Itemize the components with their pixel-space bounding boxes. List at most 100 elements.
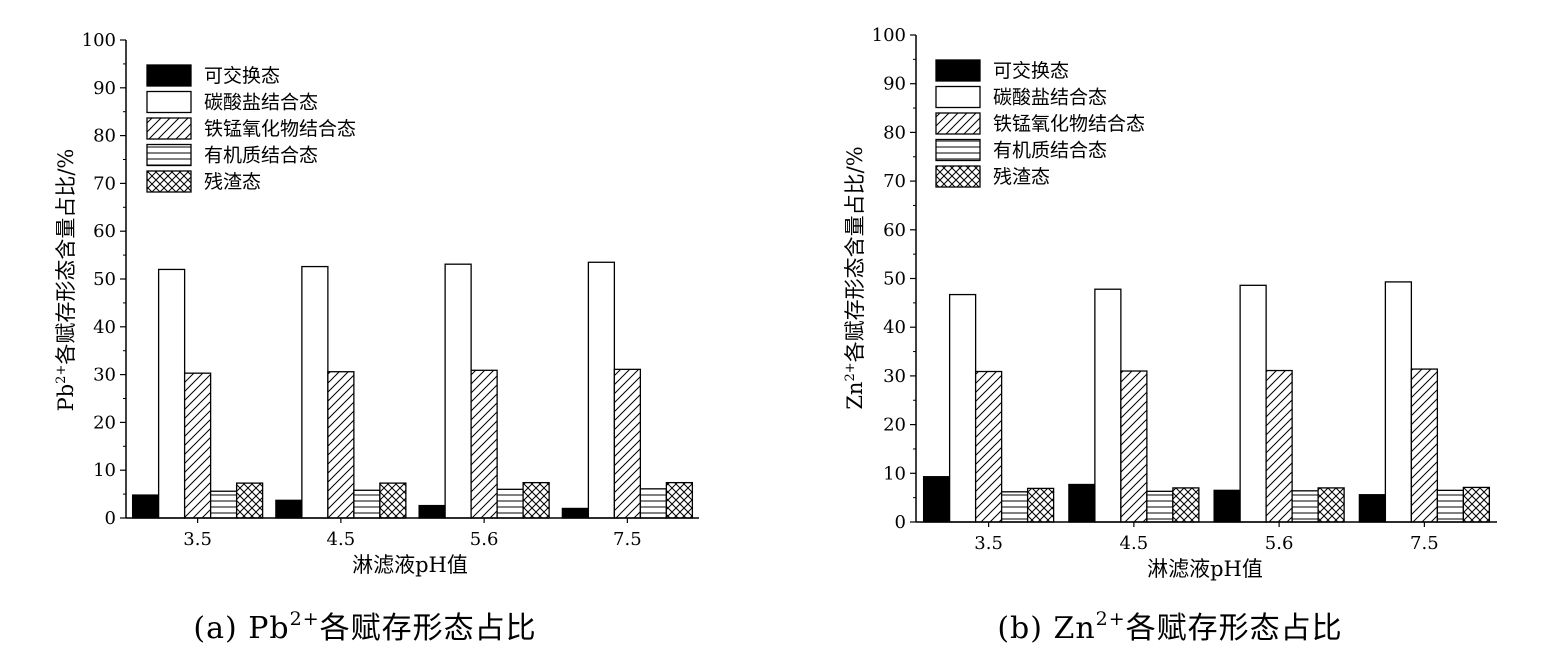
chart-b-bar-5-cat-1 bbox=[1026, 487, 1055, 523]
chart-b-bar-3-cat-2 bbox=[1120, 370, 1148, 523]
chart-b-bar-4-cat-3 bbox=[1291, 490, 1319, 523]
chart-b-bar-5-cat-2 bbox=[1172, 487, 1200, 523]
chart-b-legend-swatch-1 bbox=[935, 59, 981, 82]
chart-b-bar-2-cat-1 bbox=[948, 293, 977, 523]
chart-b-bar-1-cat-1 bbox=[922, 476, 951, 523]
chart-b-y-tick-label: 50 bbox=[883, 269, 906, 290]
chart-b-x-tick-label: 4.5 bbox=[1120, 533, 1149, 554]
chart-a-bar-1-cat-1 bbox=[131, 494, 160, 519]
chart-a-legend-swatch-4 bbox=[146, 143, 192, 167]
chart-b-bar-5-cat-4 bbox=[1462, 486, 1491, 523]
chart-b-legend-label-3: 铁锰氧化物结合态 bbox=[993, 113, 1145, 135]
chart-b-bar-3-cat-1 bbox=[974, 370, 1003, 523]
chart-b-legend-swatch-5 bbox=[935, 165, 981, 188]
chart-a-bar-5-cat-4 bbox=[665, 481, 694, 519]
chart-b-bar-1-cat-2 bbox=[1068, 483, 1096, 523]
chart-a-y-tick-label: 90 bbox=[93, 78, 116, 99]
chart-b-bar-3-cat-4 bbox=[1410, 368, 1439, 523]
chart-b-bar-2-cat-2 bbox=[1094, 288, 1122, 523]
chart-b-x-tick-label: 3.5 bbox=[974, 533, 1003, 554]
chart-a-bar-2-cat-2 bbox=[301, 265, 329, 519]
chart-a-legend-label-4: 有机质结合态 bbox=[204, 145, 318, 167]
chart-b-y-tick-label: 100 bbox=[872, 25, 906, 46]
chart-b-bar-3-cat-3 bbox=[1265, 369, 1293, 523]
chart-a-bar-2-cat-3 bbox=[444, 263, 472, 519]
chart-a-bar-1-cat-2 bbox=[275, 499, 303, 519]
chart-b-y-tick-label: 90 bbox=[883, 74, 906, 95]
chart-a-legend-swatch-2 bbox=[146, 90, 192, 114]
chart-a-y-tick-label: 20 bbox=[93, 412, 116, 433]
chart-a-bar-3-cat-3 bbox=[470, 369, 498, 519]
chart-b-y-tick-label: 20 bbox=[883, 415, 906, 436]
chart-a-legend-label-3: 铁锰氧化物结合态 bbox=[204, 118, 356, 140]
chart-b-bar-5-cat-3 bbox=[1317, 487, 1345, 523]
chart-a-bar-4-cat-1 bbox=[209, 490, 238, 519]
chart-a-bar-4-cat-2 bbox=[353, 489, 381, 519]
chart-b-bar-1-cat-3 bbox=[1213, 489, 1241, 523]
chart-b-legend-label-2: 碳酸盐结合态 bbox=[993, 87, 1107, 109]
chart-b-xlabel: 淋滤液pH值 bbox=[1147, 557, 1263, 581]
chart-b-caption: (b) Zn2+各赋存形态占比 bbox=[997, 608, 1342, 646]
chart-a-legend-label-5: 残渣态 bbox=[204, 171, 261, 193]
chart-a-bar-5-cat-1 bbox=[235, 482, 264, 519]
chart-a-ylabel: Pb2+各赋存形态含量占比/% bbox=[54, 149, 78, 412]
chart-a-y-tick-label: 40 bbox=[93, 317, 116, 338]
chart-a-xlabel: 淋滤液pH值 bbox=[352, 553, 468, 577]
chart-a-x-tick-label: 3.5 bbox=[183, 529, 212, 550]
chart-a-bar-2-cat-4 bbox=[587, 261, 616, 519]
chart-b-bars bbox=[922, 281, 1491, 523]
chart-b-bar-1-cat-4 bbox=[1358, 494, 1387, 523]
chart-a: 3.5 4.5 5.6 7.5 0 10 20 30 40 50 60 70 80 90 100 可交换态碳… bbox=[54, 30, 699, 646]
chart-b-y-tick-label: 10 bbox=[883, 463, 906, 484]
chart-a-legend-swatch-5 bbox=[146, 170, 192, 193]
chart-b: 3.5 4.5 5.6 7.5 0 10 20 30 40 50 60 70 80 90 100 可交换态碳… bbox=[843, 25, 1497, 646]
chart-b-legend-swatch-2 bbox=[935, 85, 981, 109]
chart-b-bar-4-cat-2 bbox=[1146, 490, 1174, 523]
chart-a-caption: (a) Pb2+各赋存形态占比 bbox=[193, 608, 536, 646]
chart-a-x-tick-label: 4.5 bbox=[327, 529, 356, 550]
chart-b-legend-swatch-4 bbox=[935, 138, 981, 162]
chart-a-y-tick-label: 50 bbox=[93, 269, 116, 290]
chart-a-legend-swatch-1 bbox=[146, 64, 192, 87]
chart-a-legend-swatch-3 bbox=[146, 117, 192, 140]
chart-b-y-tick-label: 80 bbox=[883, 122, 906, 143]
chart-a-x-tick-label: 5.6 bbox=[470, 529, 499, 550]
chart-b-y-tick-label: 60 bbox=[883, 220, 906, 241]
chart-a-y-tick-label: 0 bbox=[105, 508, 116, 529]
chart-b-bar-2-cat-3 bbox=[1239, 284, 1267, 523]
chart-a-y-tick-label: 70 bbox=[93, 173, 116, 194]
chart-a-y-tick-label: 100 bbox=[82, 30, 116, 51]
chart-b-y-tick-label: 0 bbox=[895, 512, 906, 533]
chart-b-y-tick-label: 40 bbox=[883, 317, 906, 338]
chart-a-y-tick-label: 80 bbox=[93, 126, 116, 147]
chart-b-ylabel: Zn2+各赋存形态含量占比/% bbox=[843, 146, 867, 409]
chart-a-y-tick-label: 30 bbox=[93, 365, 116, 386]
chart-b-legend-swatch-3 bbox=[935, 112, 981, 135]
chart-a-bar-3-cat-1 bbox=[183, 372, 212, 519]
chart-a-bar-5-cat-2 bbox=[379, 482, 407, 519]
chart-a-bar-5-cat-3 bbox=[522, 481, 550, 519]
chart-a-bar-4-cat-3 bbox=[496, 488, 524, 519]
chart-b-bar-2-cat-4 bbox=[1384, 281, 1413, 523]
chart-b-legend-label-1: 可交换态 bbox=[993, 60, 1069, 82]
chart-a-legend-label-2: 碳酸盐结合态 bbox=[204, 92, 318, 114]
chart-a-bar-1-cat-3 bbox=[418, 504, 446, 519]
chart-a-bar-3-cat-4 bbox=[613, 368, 642, 519]
chart-a-bars bbox=[131, 261, 694, 519]
chart-a-bar-3-cat-2 bbox=[327, 371, 355, 519]
chart-b-axes: 3.5 4.5 5.6 7.5 0 10 20 30 40 50 60 70 80 90 100 bbox=[872, 25, 1497, 554]
chart-b-y-tick-label: 30 bbox=[883, 366, 906, 387]
chart-b-y-tick-label: 70 bbox=[883, 171, 906, 192]
chart-b-x-tick-label: 7.5 bbox=[1410, 533, 1439, 554]
chart-a-axes: 3.5 4.5 5.6 7.5 0 10 20 30 40 50 60 70 80 90 100 bbox=[82, 30, 699, 550]
chart-b-x-tick-label: 5.6 bbox=[1265, 533, 1294, 554]
chart-a-legend-label-1: 可交换态 bbox=[204, 65, 280, 87]
chart-a-y-tick-label: 60 bbox=[93, 221, 116, 242]
chart-a-bar-1-cat-4 bbox=[561, 507, 590, 519]
chart-a-bar-2-cat-1 bbox=[157, 268, 186, 519]
chart-a-x-tick-label: 7.5 bbox=[613, 529, 642, 550]
chart-b-bar-4-cat-1 bbox=[1000, 491, 1029, 523]
